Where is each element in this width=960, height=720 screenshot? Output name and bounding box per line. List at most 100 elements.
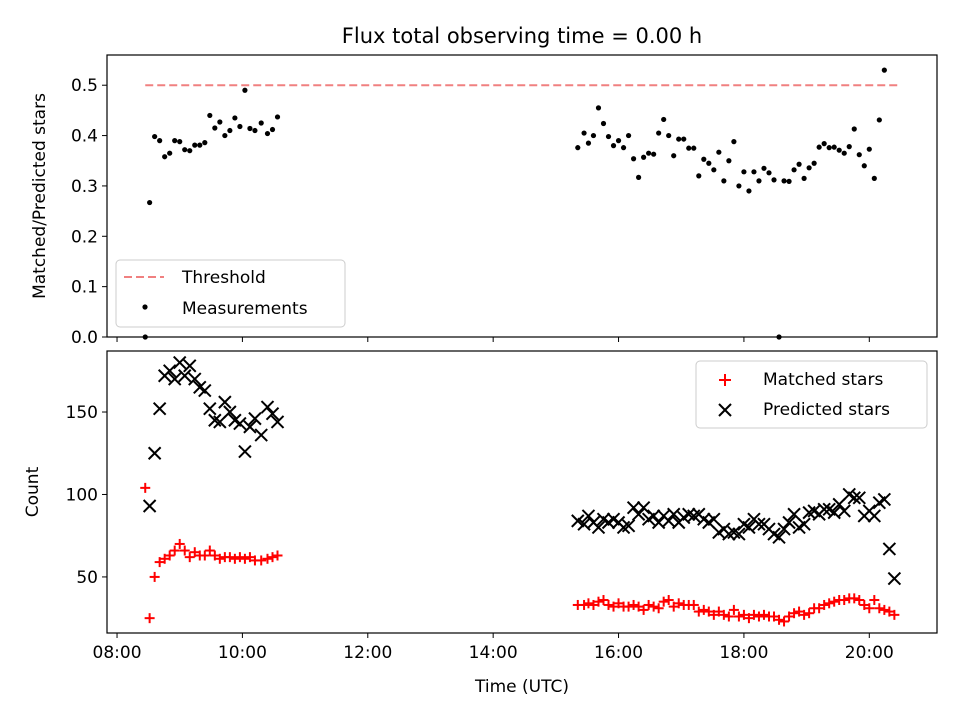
ratio-y-tick-label: 0.1: [71, 278, 98, 298]
matched-stars-point: [209, 550, 220, 561]
measurement-point: [182, 147, 188, 153]
measurement-point: [581, 130, 587, 136]
matched-stars-point: [598, 595, 609, 606]
matched-stars-point: [603, 599, 614, 610]
matched-stars-point: [708, 609, 719, 620]
matched-stars-point: [829, 596, 840, 607]
ratio-y-tick-label: 0.0: [71, 328, 98, 348]
matched-stars-point: [804, 608, 815, 619]
matched-stars-point: [723, 611, 734, 622]
matched-stars-point: [769, 611, 780, 622]
ratio-legend-box: [115, 259, 346, 328]
measurement-point: [846, 144, 852, 150]
measurement-point: [676, 136, 682, 142]
predicted-stars-point: [867, 509, 882, 523]
matched-stars-point: [864, 603, 875, 614]
matched-stars-point: [613, 598, 624, 609]
count-y-tick-label: 150: [66, 403, 98, 423]
matched-stars-point: [859, 599, 870, 610]
measurement-point: [177, 139, 183, 145]
ratio-plot-frame: [106, 54, 938, 338]
measurement-point: [252, 127, 258, 134]
matched-stars-point: [733, 611, 744, 622]
measurement-point: [861, 163, 867, 169]
measurement-point: [791, 167, 797, 173]
predicted-stars-point: [887, 571, 902, 586]
measurement-point: [696, 173, 702, 179]
predicted-stars-point: [183, 359, 197, 373]
matched-stars-point: [164, 550, 175, 561]
measurement-point: [856, 152, 862, 158]
predicted-stars-point: [218, 395, 232, 409]
predicted-stars-point: [777, 522, 791, 536]
matched-stars-point: [174, 538, 185, 549]
matched-stars-point: [579, 599, 590, 610]
count-x-tick-label: 20:00: [845, 643, 894, 663]
predicted-stars-point: [178, 369, 192, 383]
matched-stars-point: [184, 552, 195, 563]
predicted-stars-point: [882, 542, 897, 556]
ratio-panel: Flux total observing time = 0.00 h 0.0 0.…: [30, 24, 938, 348]
matched-stars-point: [583, 598, 594, 609]
measurement-point: [721, 178, 727, 184]
measurement-point: [274, 114, 281, 120]
matched-stars-point: [256, 555, 267, 566]
count-panel: 08:00 10:00 12:00 14:00 16:00 18:00 20:00 50 100…: [23, 350, 938, 697]
matched-stars-point: [663, 595, 674, 606]
predicted-stars-point: [666, 507, 681, 521]
predicted-stars-point: [238, 444, 252, 459]
legend-measurements-swatch: [142, 304, 148, 310]
measurement-point: [232, 115, 238, 121]
count-x-tick-label: 16:00: [594, 643, 643, 663]
matched-stars-point: [199, 550, 210, 561]
count-x-tick-label: 18:00: [719, 643, 768, 663]
matched-stars-point: [814, 603, 825, 614]
measurement-point: [751, 169, 757, 175]
matched-stars-point: [593, 596, 604, 607]
measurement-point: [600, 120, 607, 127]
measurement-point: [575, 145, 581, 151]
predicted-stars-point: [837, 504, 851, 518]
count-y-tick-label: 100: [66, 485, 98, 505]
matched-stars-point: [753, 611, 764, 622]
predicted-stars-point: [243, 420, 257, 434]
matched-stars-point: [169, 545, 180, 556]
matched-stars-point: [179, 545, 190, 556]
measurement-point: [811, 160, 817, 166]
measurement-point: [806, 165, 812, 171]
predicted-stars-point: [162, 364, 177, 378]
predicted-stars-point: [198, 383, 212, 398]
measurement-point: [691, 145, 697, 151]
matched-stars-point: [794, 606, 805, 617]
ratio-series: [142, 67, 898, 340]
predicted-stars-point: [626, 500, 641, 515]
measurement-point: [836, 147, 842, 153]
predicted-stars-point: [203, 402, 217, 416]
measurement-point: [781, 178, 787, 184]
ratio-y-tick-label: 0.5: [71, 76, 98, 96]
matched-stars-point: [728, 604, 739, 615]
matched-stars-point: [784, 611, 795, 622]
measurement-point: [152, 133, 158, 140]
measurement-point: [147, 199, 153, 206]
measurement-point: [786, 178, 792, 184]
legend-matched-label: Matched stars: [763, 370, 883, 390]
predicted-stars-point: [167, 372, 182, 386]
matched-stars-point: [758, 609, 769, 620]
measurement-point: [881, 67, 887, 73]
ratio-axes: 0.0 0.1 0.2 0.3 0.4 0.5: [71, 76, 870, 348]
matched-stars-point: [154, 557, 165, 568]
count-x-tick-label: 12:00: [343, 643, 392, 663]
predicted-stars-point: [742, 520, 756, 535]
matched-stars-point: [884, 606, 895, 617]
matched-stars-point: [748, 609, 759, 620]
x-axis-label: Time (UTC): [474, 677, 569, 697]
legend-predicted-swatch: [718, 403, 732, 417]
matched-stars-point: [688, 599, 699, 610]
ratio-y-tick-label: 0.2: [71, 227, 98, 247]
chart-title: Flux total observing time = 0.00 h: [342, 24, 702, 48]
matched-stars-point: [673, 598, 684, 609]
predicted-stars-point: [254, 428, 268, 442]
matched-stars-point: [140, 482, 151, 493]
matched-stars-point: [229, 553, 240, 564]
